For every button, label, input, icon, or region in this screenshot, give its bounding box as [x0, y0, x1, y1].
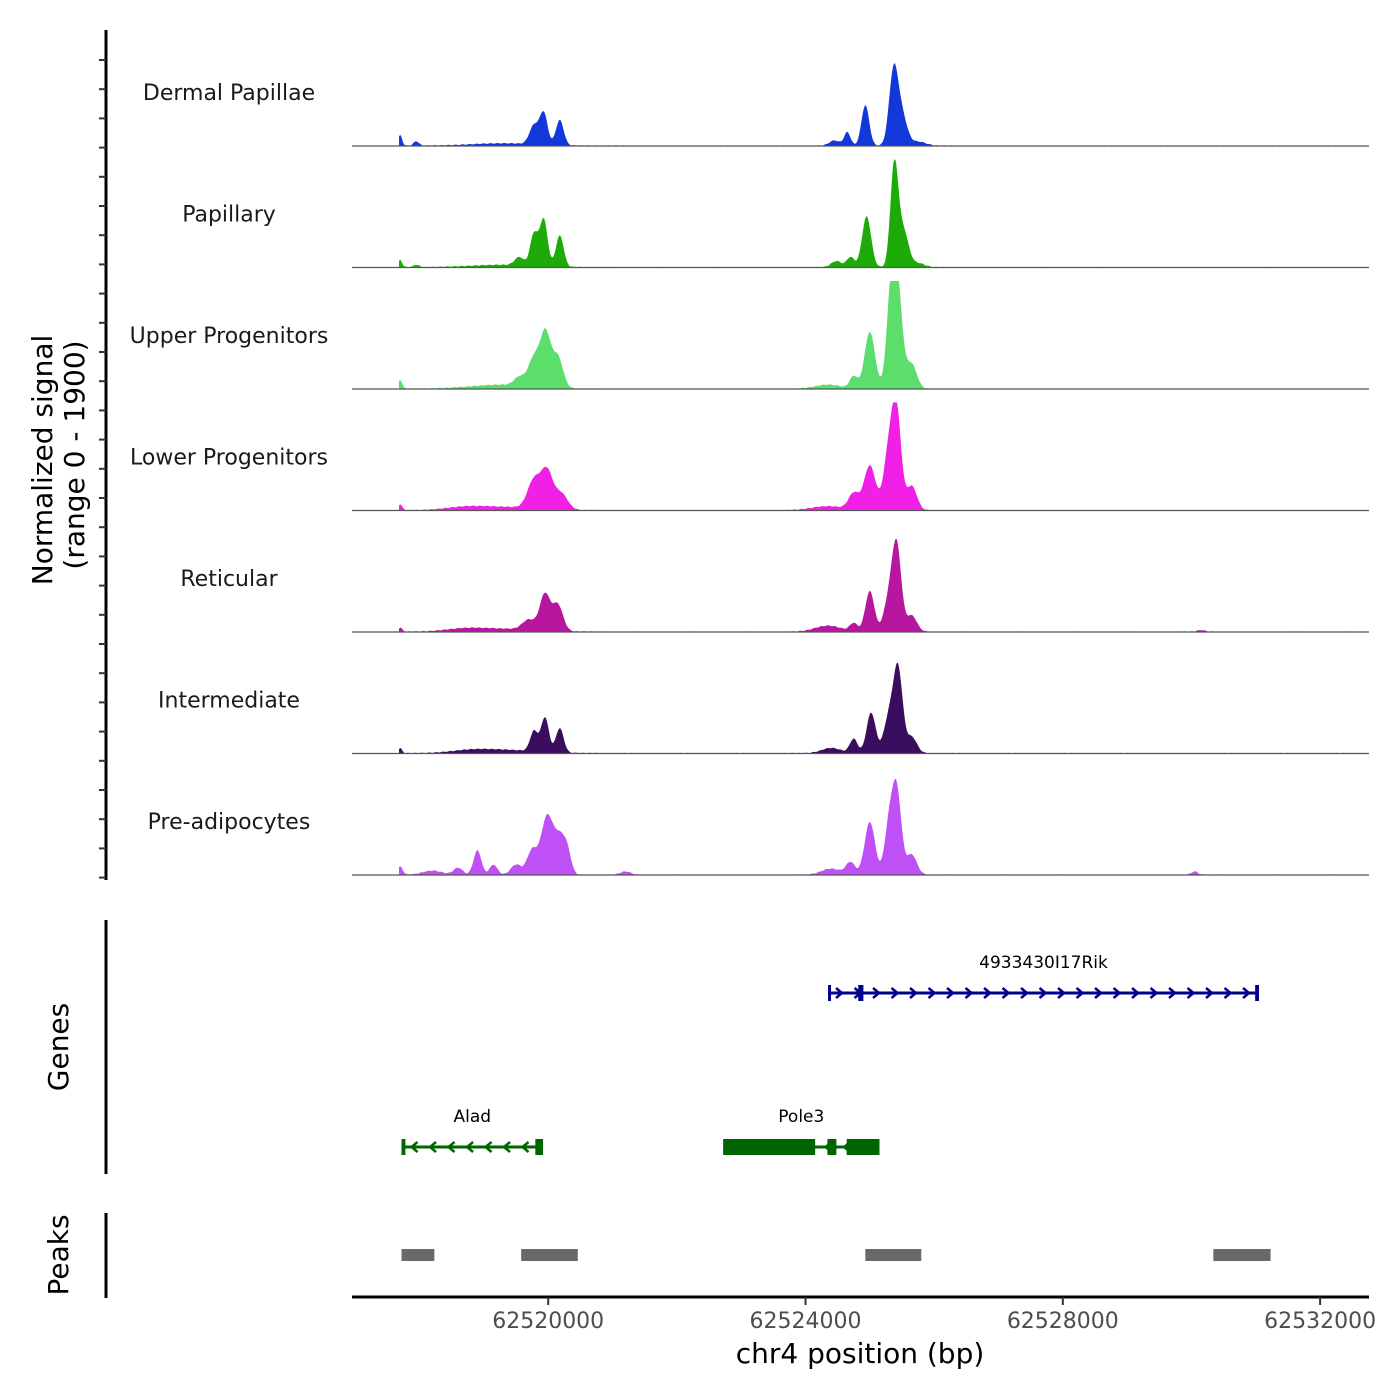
- y-axis-title: Normalized signal: [26, 335, 59, 586]
- strand-arrow-icon: [1094, 987, 1103, 999]
- strand-arrow-icon: [1001, 987, 1011, 999]
- coverage-tracks: Dermal Papillae Papillary Upper Progenitor…: [130, 63, 1369, 876]
- track-label: Lower Progenitors: [130, 446, 328, 471]
- strand-arrow-icon: [1149, 987, 1159, 999]
- coverage-area: [399, 281, 1369, 389]
- strand-arrow-icon: [1020, 987, 1029, 999]
- strand-arrow-icon: [1242, 987, 1251, 999]
- coverage-track: Papillary: [182, 159, 1369, 269]
- strand-arrow-icon: [446, 1141, 456, 1153]
- gene-label: Alad: [454, 1107, 492, 1127]
- track-label: Papillary: [182, 203, 276, 228]
- peak-region: [401, 1249, 435, 1261]
- strand-arrow-icon: [872, 987, 881, 999]
- strand-arrow-icon: [409, 1141, 419, 1153]
- coverage-track: Intermediate: [158, 662, 1369, 755]
- peaks-panel-label: Peaks: [42, 1214, 75, 1295]
- strand-arrow-icon: [1168, 987, 1177, 999]
- strand-arrow-icon: [1186, 987, 1196, 999]
- gene-exon: [401, 1139, 406, 1155]
- genes-panel-label: Genes: [42, 1003, 75, 1091]
- strand-arrow-icon: [1223, 987, 1233, 999]
- gene-label: Pole3: [778, 1107, 824, 1127]
- strand-arrow-icon: [520, 1141, 530, 1153]
- coverage-area: [399, 159, 1369, 268]
- peak-region: [865, 1249, 922, 1261]
- x-tick-label: 62528000: [1007, 1309, 1119, 1334]
- x-tick-label: 62524000: [750, 1309, 862, 1334]
- gene-exon: [723, 1139, 816, 1155]
- gene-exon: [535, 1139, 544, 1155]
- gene-exon: [858, 985, 864, 1001]
- track-label: Intermediate: [158, 689, 300, 714]
- peak-region: [1213, 1249, 1271, 1261]
- gene-exon: [1255, 985, 1260, 1001]
- x-tick-label: 62532000: [1264, 1309, 1376, 1334]
- strand-arrow-icon: [1131, 987, 1140, 999]
- track-label: Pre-adipocytes: [148, 810, 311, 835]
- strand-arrow-icon: [835, 987, 844, 999]
- x-axis-title: chr4 position (bp): [736, 1337, 985, 1370]
- coverage-track: Dermal Papillae: [143, 63, 1369, 147]
- coverage-axis-ticks: [99, 59, 106, 879]
- track-label: Dermal Papillae: [143, 81, 315, 106]
- strand-arrow-icon: [1075, 987, 1085, 999]
- strand-arrow-icon: [1205, 987, 1214, 999]
- gene-label: 4933430I17Rik: [979, 953, 1108, 973]
- gene: 4933430I17Rik: [828, 953, 1260, 1001]
- coverage-track: Reticular: [180, 538, 1369, 633]
- strand-arrow-icon: [465, 1141, 474, 1153]
- coverage-area: [399, 778, 1369, 875]
- gene: Pole3: [723, 1107, 880, 1155]
- x-tick-label: 62520000: [492, 1309, 604, 1334]
- gene-annotations: 4933430I17Rik Alad Pole3: [401, 953, 1260, 1155]
- y-axis-subtitle: (range 0 - 1900): [58, 340, 91, 569]
- track-label: Reticular: [180, 567, 278, 592]
- strand-arrow-icon: [890, 987, 900, 999]
- gene-exon: [828, 985, 832, 1001]
- strand-arrow-icon: [502, 1141, 511, 1153]
- x-axis-ticks: 62520000 62524000 62528000 62532000: [492, 1297, 1376, 1334]
- strand-arrow-icon: [946, 987, 955, 999]
- coverage-area: [399, 538, 1369, 632]
- strand-arrow-icon: [428, 1141, 437, 1153]
- strand-arrow-icon: [1112, 987, 1122, 999]
- coverage-track: Lower Progenitors: [130, 402, 1369, 512]
- strand-arrow-icon: [483, 1141, 493, 1153]
- coverage-area: [399, 662, 1369, 754]
- peak-regions: [401, 1249, 1271, 1261]
- strand-arrow-icon: [1057, 987, 1066, 999]
- coverage-track: Upper Progenitors: [130, 281, 1369, 390]
- track-label: Upper Progenitors: [130, 324, 329, 349]
- gene-exon: [827, 1139, 837, 1155]
- strand-arrow-icon: [1038, 987, 1048, 999]
- coverage-area: [399, 63, 1369, 146]
- coverage-track: Pre-adipocytes: [148, 778, 1369, 876]
- gene-exon: [846, 1139, 880, 1155]
- coverage-area: [399, 402, 1369, 511]
- strand-arrow-icon: [983, 987, 992, 999]
- gene: Alad: [401, 1107, 544, 1155]
- strand-arrow-icon: [927, 987, 937, 999]
- peak-region: [521, 1249, 578, 1261]
- strand-arrow-icon: [909, 987, 918, 999]
- strand-arrow-icon: [964, 987, 974, 999]
